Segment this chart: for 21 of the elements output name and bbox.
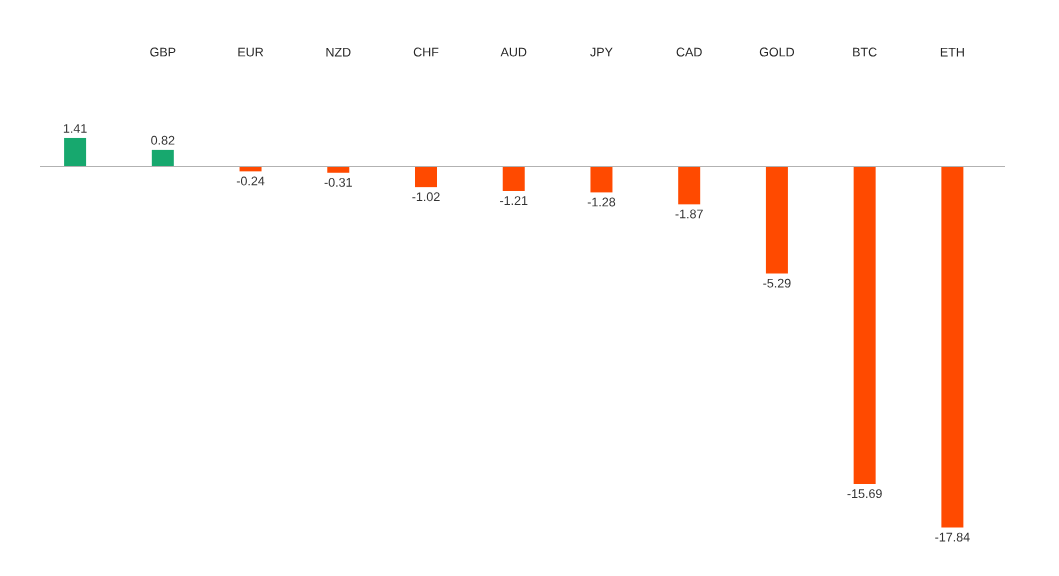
x-tick-label: CAD xyxy=(676,47,702,57)
x-tick-label: JPY xyxy=(590,47,613,57)
data-label: -1.02 xyxy=(412,192,440,202)
x-tick-label: CHF xyxy=(413,47,439,57)
x-tick-label: EUR xyxy=(238,47,264,57)
data-label: -0.31 xyxy=(324,177,352,187)
x-tick-label: BTC xyxy=(853,47,877,57)
data-label: -0.24 xyxy=(236,176,265,186)
data-label: -5.29 xyxy=(763,278,791,288)
data-label: -17.84 xyxy=(935,532,970,542)
x-tick-label: AUD xyxy=(500,47,527,57)
data-label: -1.28 xyxy=(587,197,616,207)
data-label: -1.21 xyxy=(500,196,528,205)
x-tick-label: ETH xyxy=(940,47,964,57)
data-label: 0.82 xyxy=(151,135,175,145)
x-tick-label: GBP xyxy=(150,47,176,57)
data-label: 1.41 xyxy=(63,124,87,133)
data-label: -15.69 xyxy=(847,489,882,499)
x-tick-label: NZD xyxy=(326,47,351,57)
data-label: -1.87 xyxy=(675,209,703,219)
x-tick-label: GOLD xyxy=(759,47,795,57)
